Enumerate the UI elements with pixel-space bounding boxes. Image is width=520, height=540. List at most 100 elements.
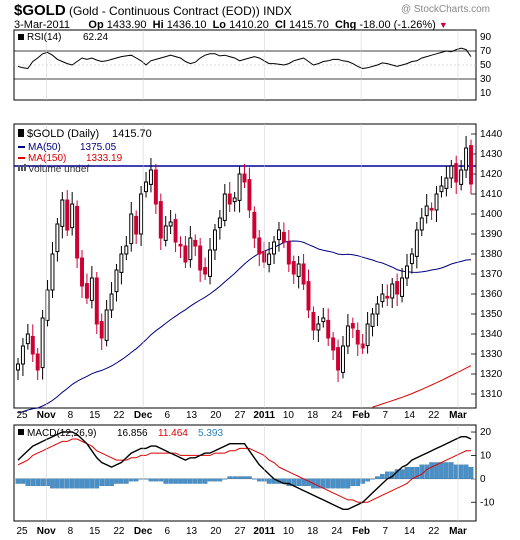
candle-body: [84, 283, 89, 299]
macd-hist-bar: [89, 478, 95, 489]
candle-body: [375, 303, 380, 315]
macd-hist-bar: [458, 464, 464, 480]
candle-body: [267, 253, 272, 265]
x-tick-price-24: 24: [331, 410, 343, 421]
candle-body: [350, 323, 355, 329]
macd-line: [17, 431, 472, 510]
candle-body: [395, 281, 400, 295]
quote-line: 3-Mar-2011 Op 1433.90 Hi 1436.10 Lo 1410…: [14, 19, 448, 31]
x-tick-price-Mar: Mar: [449, 410, 467, 421]
macd-tick-20: 20: [480, 427, 492, 438]
candle-body: [114, 269, 119, 293]
macd-tick--10: -10: [480, 497, 495, 508]
candle-body: [158, 201, 163, 239]
candle-body: [444, 177, 449, 189]
candle-body: [341, 345, 345, 373]
open-value: 1433.90: [106, 19, 147, 31]
macd-hist-bar: [163, 478, 169, 484]
candle-body: [355, 329, 360, 345]
candle-body: [89, 277, 94, 301]
candle-body: [144, 181, 148, 193]
macd-hist-bar: [227, 476, 233, 480]
rsi-tick-70: 70: [480, 46, 492, 57]
change-value: -18.00 (-1.26%): [359, 19, 436, 31]
x-tick-macd-25: 25: [16, 526, 28, 537]
macd-hist-bar: [50, 478, 55, 489]
price-label: $GOLD (Daily): [27, 128, 99, 140]
macd-hist-bar: [74, 478, 80, 489]
candle-body: [168, 221, 173, 227]
candle-body: [124, 245, 129, 255]
candle-body: [345, 325, 350, 347]
ma50-label: MA(50): [28, 142, 61, 153]
macd-hist-bar: [340, 478, 346, 489]
volume-label: Volume undef: [28, 164, 89, 175]
macd-hist-bar: [138, 478, 144, 480]
x-tick-price-27: 27: [234, 410, 246, 421]
x-tick-macd-Dec: Dec: [134, 526, 153, 537]
macd-hist-bar: [30, 478, 36, 487]
macd-hist-bar: [124, 478, 129, 484]
candle-body: [370, 313, 375, 327]
candle-body: [20, 345, 25, 365]
candle-body: [242, 173, 247, 183]
candle-body: [217, 217, 222, 229]
candle-body: [65, 199, 70, 231]
macd-hist-bar: [409, 466, 415, 480]
x-tick-macd-18: 18: [307, 526, 319, 537]
candle-body: [40, 317, 45, 369]
x-tick-macd-Feb: Feb: [352, 526, 370, 537]
macd-hist-bar: [429, 462, 434, 480]
macd-hist-bar: [79, 478, 85, 489]
signal-value: 11.464: [158, 428, 188, 439]
macd-hist-bar: [20, 478, 26, 484]
macd-hist-bar: [380, 474, 385, 480]
price-tick-1410: 1410: [480, 189, 503, 200]
macd-hist-bar: [360, 478, 365, 484]
macd-legend-swatch: [18, 429, 24, 435]
macd-hist-bar: [148, 478, 154, 482]
price-tick-1330: 1330: [480, 349, 503, 360]
macd-hist-bar: [183, 478, 188, 484]
rsi-tick-90: 90: [480, 32, 492, 43]
macd-hist-bar: [453, 464, 459, 480]
macd-hist-bar: [173, 478, 178, 484]
candle-body: [419, 217, 424, 231]
x-tick-macd-20: 20: [210, 526, 222, 537]
macd-panel: [13, 424, 477, 522]
candle-body: [464, 147, 469, 171]
x-tick-macd-13: 13: [186, 526, 198, 537]
macd-hist-bar: [133, 478, 139, 482]
macd-hist-bar: [365, 478, 370, 482]
x-tick-macd-22: 22: [428, 526, 440, 537]
candle-body: [414, 229, 419, 257]
watermark: @ StockCharts.com: [400, 4, 490, 15]
macd-hist-bar: [69, 478, 75, 489]
macd-hist-bar: [217, 478, 223, 482]
macd-hist-bar: [335, 478, 341, 489]
candle-body: [311, 311, 316, 331]
macd-hist-bar: [232, 476, 237, 480]
exchange: INDX: [263, 4, 292, 18]
candle-body: [119, 253, 124, 273]
x-tick-price-22: 22: [428, 410, 440, 421]
macd-hist-bar: [444, 462, 449, 480]
macd-hist-bar: [55, 478, 60, 489]
macd-hist-bar: [247, 476, 252, 480]
price-tick-1350: 1350: [480, 309, 503, 320]
x-tick-macd-27: 27: [234, 526, 246, 537]
macd-hist-bar: [316, 478, 321, 489]
x-tick-price-15: 15: [89, 410, 101, 421]
ma50-value: 1375.05: [80, 142, 117, 153]
high-value: 1436.10: [166, 19, 207, 31]
high-label: Hi: [152, 19, 164, 31]
candle-body: [163, 225, 168, 241]
macd-hist-bar: [40, 478, 45, 487]
candle-body: [296, 263, 301, 277]
x-tick-price-Feb: Feb: [352, 410, 370, 421]
candle-body: [276, 229, 281, 241]
macd-hist-bar: [212, 478, 218, 482]
rsi-legend-swatch: [18, 34, 24, 40]
macd-hist-bar: [448, 462, 454, 480]
macd-hist-bar: [99, 478, 105, 487]
